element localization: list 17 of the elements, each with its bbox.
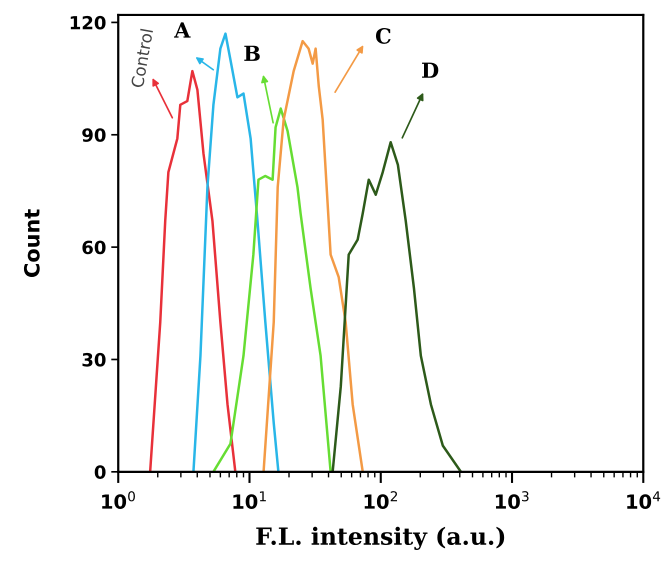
x-tick-label: 10$^{0}$ [102,491,135,509]
y-axis-title: Count [24,209,40,277]
y-tick-label: 90 [82,128,106,142]
x-axis-title: F.L. intensity (a.u.) [256,526,504,550]
y-tick-label: 120 [70,16,106,30]
annotation: Control [130,28,154,88]
x-tick-label: 10$^{1}$ [233,491,266,509]
annotation: D [422,62,438,78]
x-tick-label: 10$^{2}$ [364,491,398,509]
annotation: A [174,22,191,38]
y-tick-label: 60 [82,240,106,254]
y-tick-label: 30 [82,352,106,367]
x-tick-label: 10$^{4}$ [627,491,660,509]
y-tick-label: 0 [94,465,106,479]
x-tick-label: 10$^{3}$ [496,491,529,509]
annotation: B [244,46,260,61]
annotation: C [376,28,391,44]
